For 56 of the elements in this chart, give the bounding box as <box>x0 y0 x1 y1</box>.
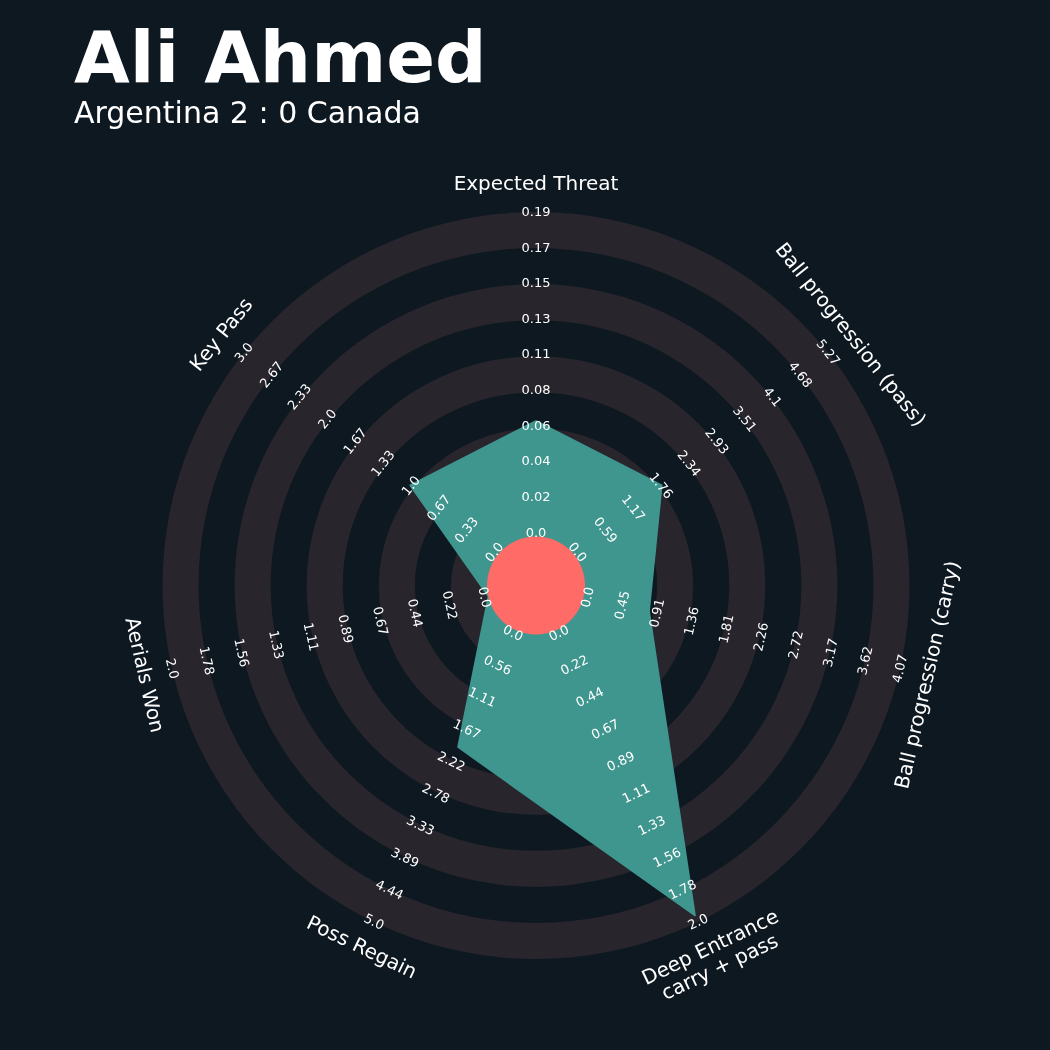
text: 0.06 <box>521 417 551 433</box>
text: 3.62 <box>854 644 876 677</box>
text: 1.67 <box>450 716 484 743</box>
text: 0.0 <box>500 621 526 645</box>
text: 1.33 <box>635 812 668 839</box>
text: 1.0 <box>398 472 423 499</box>
text: 0.0 <box>475 585 495 609</box>
text: 3.0 <box>231 339 256 366</box>
text: 2.72 <box>784 628 807 661</box>
text: 1.78 <box>196 644 218 677</box>
spoke-label: Expected Threat <box>453 170 619 195</box>
text: 0.0 <box>577 585 597 609</box>
text: 0.19 <box>521 204 551 219</box>
text: 4.44 <box>373 876 406 903</box>
text: 1.33 <box>265 628 288 661</box>
text: 0.0 <box>525 524 547 540</box>
text: 0.15 <box>521 275 551 291</box>
text: 0.17 <box>521 239 551 255</box>
text: 0.89 <box>604 748 637 775</box>
text: 0.67 <box>588 716 622 743</box>
text: 0.0 <box>565 539 591 565</box>
text: 0.91 <box>646 597 668 629</box>
text: 1.78 <box>666 876 699 903</box>
text: 3.89 <box>388 844 422 871</box>
text: 0.08 <box>521 382 551 398</box>
text: 0.89 <box>335 613 357 645</box>
text: 0.45 <box>611 589 633 621</box>
text: 0.0 <box>481 539 507 565</box>
text: 1.56 <box>231 636 253 669</box>
text: 1.11 <box>619 780 653 807</box>
text: 0.44 <box>404 597 426 629</box>
text: 5.0 <box>361 910 387 933</box>
text: 1.11 <box>466 683 499 711</box>
text: 1.81 <box>715 613 737 645</box>
text: 0.13 <box>521 310 551 326</box>
text: 0.02 <box>521 488 551 504</box>
text: 0.56 <box>481 651 515 678</box>
text: 1.11 <box>300 621 322 653</box>
text: 2.26 <box>750 621 772 653</box>
text: 4.07 <box>889 652 911 685</box>
text: 1.36 <box>680 605 702 637</box>
text: 2.0 <box>314 406 340 432</box>
text: 3.17 <box>819 636 841 669</box>
text: 3.33 <box>404 812 437 839</box>
text: 2.22 <box>435 748 468 775</box>
text: 2.78 <box>419 780 453 807</box>
text: 0.22 <box>439 589 461 621</box>
text: 0.44 <box>573 683 606 711</box>
text: 1.56 <box>650 844 684 871</box>
text: 0.67 <box>370 605 392 637</box>
text: 0.11 <box>521 346 551 362</box>
text: 0.04 <box>521 453 551 469</box>
text: 2.0 <box>162 656 182 681</box>
text: 0.22 <box>557 651 591 678</box>
text: 4.1 <box>760 383 786 410</box>
text: 0.0 <box>546 621 572 645</box>
